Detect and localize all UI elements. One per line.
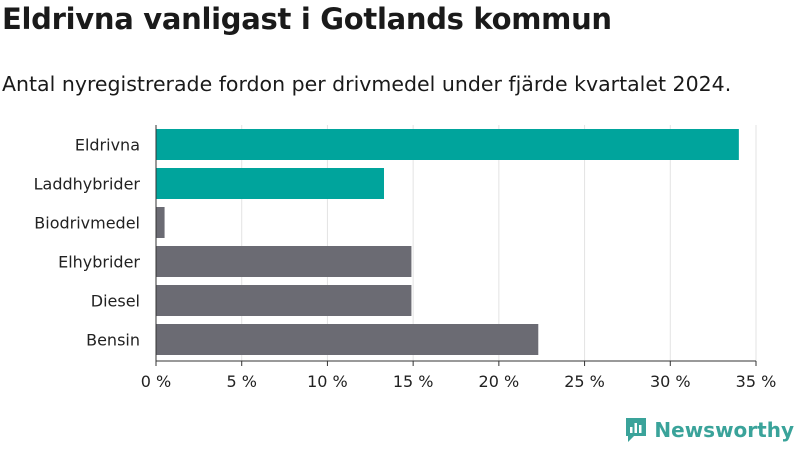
chart-title: Eldrivna vanligast i Gotlands kommun bbox=[2, 2, 612, 36]
newsworthy-logo-icon bbox=[626, 418, 647, 442]
x-tick-label: 5 % bbox=[226, 372, 256, 391]
category-label: Biodrivmedel bbox=[34, 214, 140, 233]
brand-name: Newsworthy bbox=[654, 418, 794, 442]
x-tick-label: 0 % bbox=[141, 372, 171, 391]
x-tick-label: 10 % bbox=[307, 372, 348, 391]
category-label: Bensin bbox=[86, 331, 140, 350]
bar bbox=[156, 285, 412, 316]
bar bbox=[156, 246, 412, 277]
x-tick-label: 30 % bbox=[650, 372, 691, 391]
bar-chart: 0 % 5 % 10 % 15 % 20 % 25 % 30 % 35 % Eldrivna La… bbox=[34, 125, 777, 391]
category-label: Elhybrider bbox=[58, 253, 140, 272]
category-label: Diesel bbox=[91, 292, 140, 311]
bar bbox=[156, 324, 539, 355]
x-tick-label: 15 % bbox=[393, 372, 434, 391]
x-tick-label: 20 % bbox=[479, 372, 520, 391]
x-tick-label: 35 % bbox=[736, 372, 777, 391]
category-label: Eldrivna bbox=[75, 136, 140, 155]
category-label: Laddhybrider bbox=[34, 175, 141, 194]
bar bbox=[156, 129, 739, 160]
chart-subtitle: Antal nyregistrerade fordon per drivmede… bbox=[2, 72, 732, 96]
brand-logo: Newsworthy bbox=[624, 416, 794, 444]
x-tick-label: 25 % bbox=[564, 372, 605, 391]
bar bbox=[156, 207, 165, 238]
bar bbox=[156, 168, 384, 199]
